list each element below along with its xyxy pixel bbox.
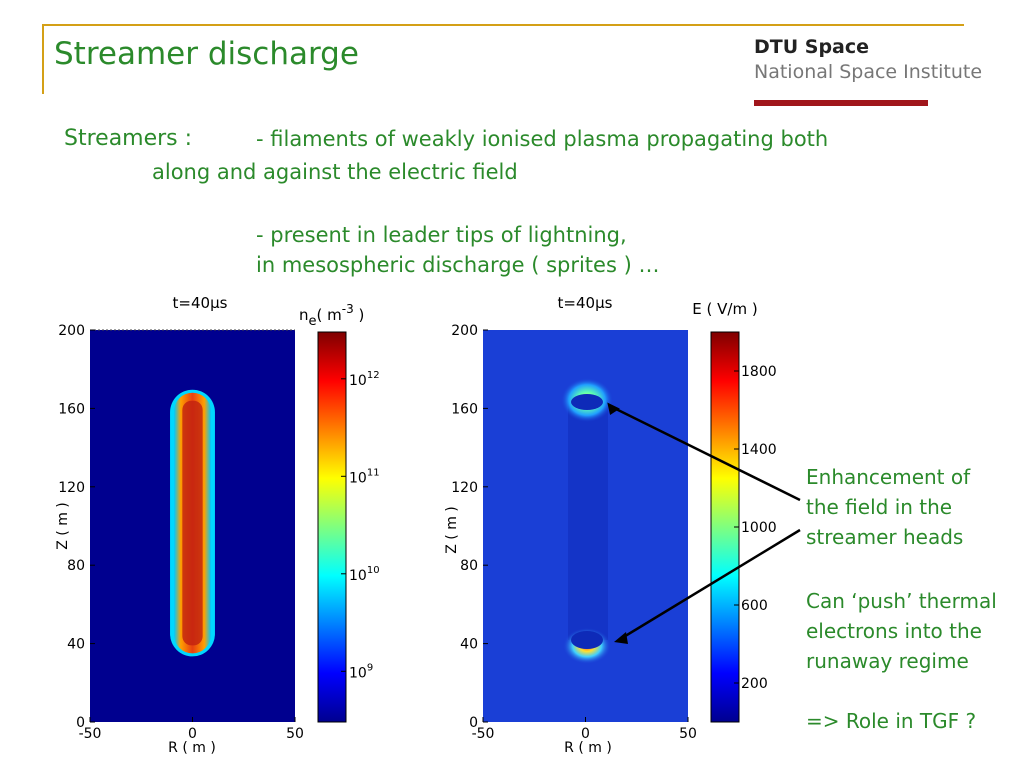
cb-tick-exp: 9 bbox=[367, 662, 373, 673]
cb-tick-label: 1800 bbox=[741, 364, 777, 380]
frame-left-line bbox=[42, 24, 44, 94]
arrow-head-top bbox=[607, 402, 620, 415]
note-push: Can ‘push’ thermal electrons into the ru… bbox=[806, 586, 997, 676]
bullet-line-4: in mesospheric discharge ( sprites ) … bbox=[256, 253, 660, 277]
bullet-line-1: - filaments of weakly ionised plasma pro… bbox=[256, 127, 829, 151]
field-colorbar-ticks: 1800 1400 1000 600 200 bbox=[734, 364, 777, 692]
field-streamer-shadow bbox=[568, 400, 608, 640]
cb-tick-base: 10 bbox=[349, 373, 367, 389]
density-colorbar-label: ne( m-3 ) bbox=[299, 302, 364, 329]
note-push-line-2: electrons into the bbox=[806, 619, 982, 643]
cb-tick-exp: 12 bbox=[367, 370, 380, 381]
arrow-to-bottom-head bbox=[621, 528, 801, 640]
cb-tick-label: 600 bbox=[741, 598, 768, 614]
density-plot-title: t=40µs bbox=[173, 294, 228, 312]
cb-tick-base: 10 bbox=[349, 665, 367, 681]
y-tick-label: 160 bbox=[451, 401, 478, 417]
density-xlabel: R ( m ) bbox=[168, 740, 216, 756]
note-enhancement-line-1: Enhancement of bbox=[806, 465, 971, 489]
logo-national-space-institute: National Space Institute bbox=[754, 61, 983, 83]
y-tick-label: 80 bbox=[67, 558, 85, 574]
cb-label-close: ) bbox=[354, 306, 365, 324]
y-tick-label: 0 bbox=[469, 715, 478, 731]
slide-title: Streamer discharge bbox=[54, 36, 359, 72]
cb-tick-label: 1010 bbox=[349, 565, 380, 584]
bullet-label: Streamers : bbox=[64, 126, 193, 151]
x-tick-label: -50 bbox=[472, 726, 495, 742]
y-tick-label: 160 bbox=[58, 401, 85, 417]
logo-dtu-space: DTU Space bbox=[754, 36, 870, 58]
cb-label-sub: e bbox=[309, 314, 317, 329]
y-tick-label: 200 bbox=[58, 323, 85, 339]
cb-tick-label: 1400 bbox=[741, 442, 777, 458]
x-tick-label: 0 bbox=[188, 726, 197, 742]
field-plot-title: t=40µs bbox=[558, 294, 613, 312]
note-enhancement-line-2: the field in the bbox=[806, 495, 953, 519]
cb-tick-base: 10 bbox=[349, 470, 367, 486]
note-enhancement-line-3: streamer heads bbox=[806, 525, 964, 549]
x-tick-label: 50 bbox=[286, 726, 304, 742]
streamer-inner-core bbox=[182, 400, 203, 646]
cb-label-base: n bbox=[299, 306, 309, 324]
field-xlabel: R ( m ) bbox=[564, 740, 612, 756]
cb-tick-label: 1000 bbox=[741, 520, 777, 536]
y-tick-label: 40 bbox=[67, 637, 85, 653]
x-tick-label: 50 bbox=[679, 726, 697, 742]
cb-tick-label: 109 bbox=[349, 662, 373, 681]
y-tick-label: 120 bbox=[451, 480, 478, 496]
field-colorbar-label: E ( V/m ) bbox=[692, 300, 757, 318]
y-tick-label: 200 bbox=[451, 323, 478, 339]
density-ylabel: Z ( m ) bbox=[55, 502, 71, 550]
cb-tick-label: 200 bbox=[741, 676, 768, 692]
note-push-line-1: Can ‘push’ thermal bbox=[806, 589, 997, 613]
note-enhancement: Enhancement of the field in the streamer… bbox=[806, 462, 970, 552]
arrow-head-bottom bbox=[614, 632, 628, 644]
y-tick-label: 0 bbox=[76, 715, 85, 731]
field-bottom-head-core bbox=[571, 631, 603, 649]
density-colorbar bbox=[317, 331, 347, 723]
note-role-tgf: => Role in TGF ? bbox=[806, 709, 977, 733]
frame-top-line bbox=[42, 24, 964, 26]
y-tick-label: 80 bbox=[460, 558, 478, 574]
note-push-line-3: runaway regime bbox=[806, 649, 969, 673]
bullet-line-2: along and against the electric field bbox=[152, 160, 518, 184]
arrow-to-top-head bbox=[613, 406, 801, 502]
logo-red-bar bbox=[754, 100, 928, 106]
cb-tick-exp: 10 bbox=[367, 565, 380, 576]
x-tick-label: 0 bbox=[581, 726, 590, 742]
cb-tick-exp: 11 bbox=[367, 467, 380, 478]
cb-label-sup: -3 bbox=[342, 302, 354, 316]
density-streamer-filament bbox=[170, 389, 215, 657]
cb-label-paren: ( m bbox=[317, 306, 342, 324]
y-tick-label: 40 bbox=[460, 637, 478, 653]
x-tick-label: -50 bbox=[79, 726, 102, 742]
bullet-line-3: - present in leader tips of lightning, bbox=[256, 223, 627, 247]
field-top-head-core bbox=[571, 394, 603, 410]
cb-tick-label: 1012 bbox=[349, 370, 380, 389]
field-ylabel: Z ( m ) bbox=[444, 506, 460, 554]
y-tick-label: 120 bbox=[58, 480, 85, 496]
cb-tick-label: 1011 bbox=[349, 467, 380, 486]
cb-tick-base: 10 bbox=[349, 568, 367, 584]
